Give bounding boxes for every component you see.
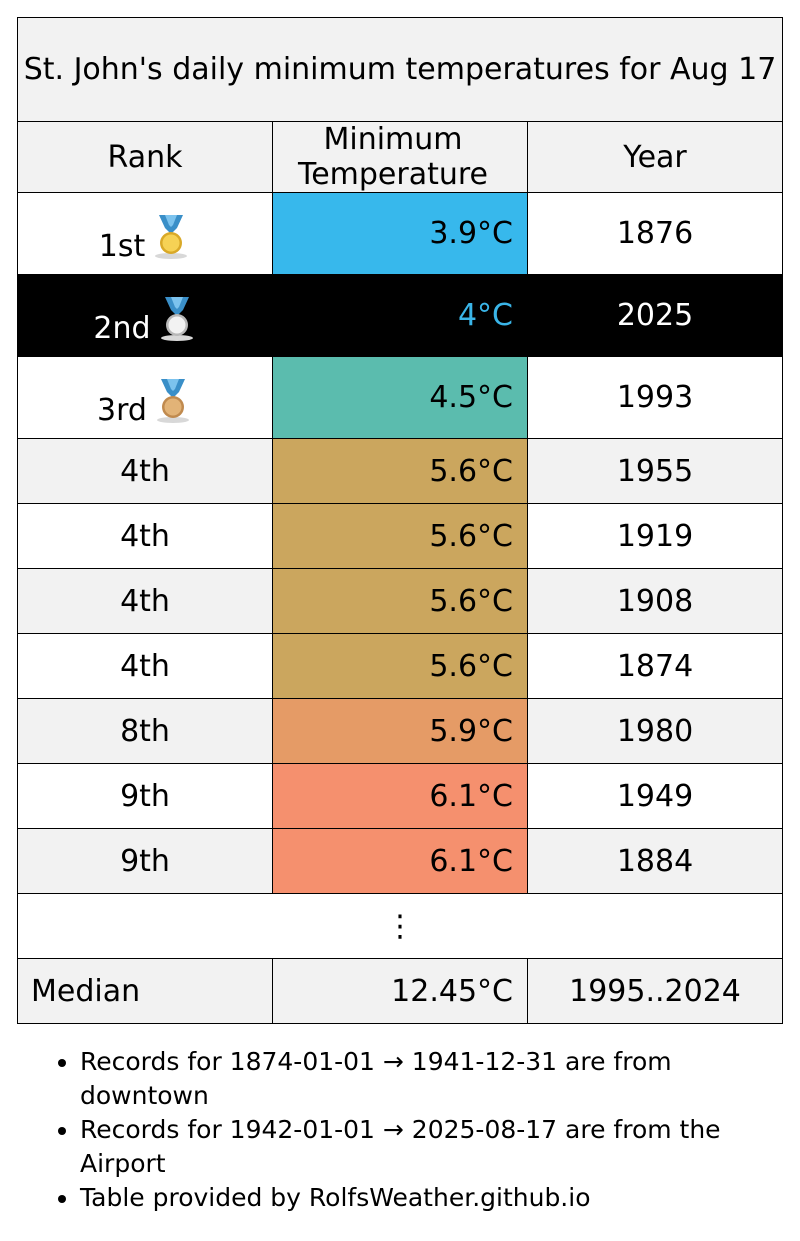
ellipsis-cell: ⋮ (17, 893, 783, 959)
temperature-cell: 5.6°C (272, 503, 528, 569)
rank-cell: 8th (17, 698, 273, 764)
ellipsis-row: ⋮ (17, 893, 783, 959)
temperature-cell: 4.5°C (272, 356, 528, 439)
table-row: 3rd 4.5°C 1993 (17, 356, 783, 439)
rank-cell: 4th (17, 568, 273, 634)
table-title: St. John's daily minimum temperatures fo… (17, 17, 783, 122)
median-label: Median (17, 958, 273, 1024)
column-header-year: Year (527, 121, 783, 193)
rank-cell: 4th (17, 503, 273, 569)
temperature-cell: 5.6°C (272, 568, 528, 634)
year-cell: 1874 (527, 633, 783, 699)
year-cell: 1876 (527, 192, 783, 275)
rank-label: 2nd (93, 310, 151, 346)
rank-cell: 3rd (17, 356, 273, 439)
column-header-temperature: Minimum Temperature (272, 121, 528, 193)
table-row: 8th 5.9°C 1980 (17, 698, 783, 764)
note-item: Table provided by RolfsWeather.github.io (80, 1181, 780, 1215)
table-row: 9th 6.1°C 1884 (17, 828, 783, 894)
temperature-cell: 4°C (272, 274, 528, 357)
note-item: Records for 1942-01-01 → 2025-08-17 are … (80, 1113, 780, 1181)
median-years: 1995..2024 (527, 958, 783, 1024)
temperature-cell: 5.6°C (272, 633, 528, 699)
rank-label: 1st (98, 228, 146, 264)
table-row: 4th 5.6°C 1874 (17, 633, 783, 699)
ranking-table: St. John's daily minimum temperatures fo… (17, 17, 783, 1024)
table-row: 2nd 4°C 2025 (17, 274, 783, 357)
table-row: 9th 6.1°C 1949 (17, 763, 783, 829)
year-cell: 1919 (527, 503, 783, 569)
year-cell: 1908 (527, 568, 783, 634)
rank-cell: 1st (17, 192, 273, 275)
year-cell: 1949 (527, 763, 783, 829)
median-temperature: 12.45°C (272, 958, 528, 1024)
rank-cell: 9th (17, 763, 273, 829)
rank-cell: 2nd (17, 274, 273, 357)
table-row: 1st 3.9°C 1876 (17, 192, 783, 275)
rank-cell: 9th (17, 828, 273, 894)
rank-cell: 4th (17, 438, 273, 504)
year-cell: 1993 (527, 356, 783, 439)
year-cell: 1980 (527, 698, 783, 764)
table-row: 4th 5.6°C 1908 (17, 568, 783, 634)
bronze-medal-icon (156, 378, 189, 423)
silver-medal-icon (160, 296, 193, 341)
column-header-rank: Rank (17, 121, 273, 193)
gold-medal-icon (155, 214, 188, 259)
temperature-cell: 5.6°C (272, 438, 528, 504)
temperature-cell: 5.9°C (272, 698, 528, 764)
year-cell: 1955 (527, 438, 783, 504)
temperature-cell: 3.9°C (272, 192, 528, 275)
year-cell: 1884 (527, 828, 783, 894)
table-row: 4th 5.6°C 1955 (17, 438, 783, 504)
notes-list: Records for 1874-01-01 → 1941-12-31 are … (56, 1045, 780, 1215)
temperature-cell: 6.1°C (272, 828, 528, 894)
rank-label: 3rd (97, 392, 147, 428)
note-item: Records for 1874-01-01 → 1941-12-31 are … (80, 1045, 780, 1113)
temperature-cell: 6.1°C (272, 763, 528, 829)
table-row: 4th 5.6°C 1919 (17, 503, 783, 569)
median-row: Median 12.45°C 1995..2024 (17, 958, 783, 1024)
rank-cell: 4th (17, 633, 273, 699)
year-cell: 2025 (527, 274, 783, 357)
